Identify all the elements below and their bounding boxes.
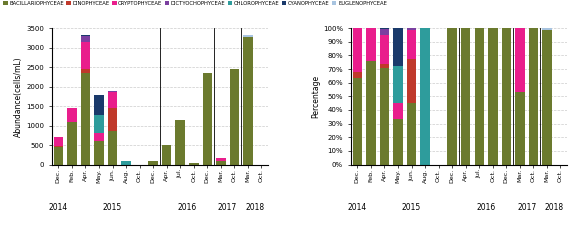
Bar <box>189 163 198 164</box>
Bar <box>393 118 403 164</box>
Bar <box>108 131 117 164</box>
Bar <box>175 120 185 164</box>
Bar <box>54 137 63 146</box>
Text: 2014: 2014 <box>348 203 367 212</box>
Bar <box>542 30 552 164</box>
Bar <box>162 145 171 164</box>
Bar <box>515 92 525 164</box>
Bar <box>121 161 131 164</box>
Bar <box>488 28 497 164</box>
Bar <box>243 37 253 164</box>
Bar <box>380 29 389 35</box>
Bar <box>94 95 104 115</box>
Bar <box>108 108 117 131</box>
Bar <box>94 115 104 133</box>
Bar <box>393 103 403 118</box>
Bar <box>81 73 90 164</box>
Bar <box>81 69 90 73</box>
Bar <box>352 28 362 72</box>
Bar <box>203 73 212 164</box>
Text: 2016: 2016 <box>476 203 496 212</box>
Bar <box>380 35 389 64</box>
Text: 2018: 2018 <box>544 203 563 212</box>
Bar <box>148 161 158 164</box>
Bar <box>352 72 362 78</box>
Bar <box>474 28 484 164</box>
Bar <box>542 28 552 30</box>
Bar <box>81 36 90 42</box>
Text: 2017: 2017 <box>218 203 237 212</box>
Bar <box>380 68 389 164</box>
Bar <box>108 92 117 108</box>
Y-axis label: Percentage: Percentage <box>311 75 320 118</box>
Bar <box>393 28 403 67</box>
Text: 2015: 2015 <box>402 203 421 212</box>
Bar <box>54 147 63 164</box>
Bar <box>67 108 77 122</box>
Bar <box>54 146 63 147</box>
Bar <box>230 69 239 164</box>
Bar <box>94 141 104 164</box>
Bar <box>407 103 416 164</box>
Bar <box>366 28 376 61</box>
Bar <box>81 35 90 36</box>
Bar <box>108 91 117 92</box>
Bar <box>216 161 226 164</box>
Y-axis label: Abundance(cells/mL): Abundance(cells/mL) <box>14 56 23 137</box>
Bar <box>380 28 389 29</box>
Bar <box>81 42 90 69</box>
Text: 2016: 2016 <box>178 203 197 212</box>
Bar <box>421 28 430 164</box>
Text: 2017: 2017 <box>517 203 536 212</box>
Text: 2018: 2018 <box>245 203 264 212</box>
Bar <box>393 67 403 103</box>
Bar <box>67 122 77 164</box>
Bar <box>380 64 389 68</box>
Bar <box>461 28 470 164</box>
Bar <box>366 61 376 164</box>
Bar <box>448 28 457 164</box>
Bar <box>501 28 511 164</box>
Bar <box>243 35 253 37</box>
Bar <box>407 30 416 59</box>
Text: 2014: 2014 <box>49 203 68 212</box>
Text: 2015: 2015 <box>103 203 122 212</box>
Bar <box>515 28 525 92</box>
Bar <box>94 133 104 141</box>
Bar <box>407 59 416 103</box>
Bar <box>407 28 416 30</box>
Bar <box>216 158 226 161</box>
Bar <box>529 28 538 164</box>
Legend: BACILLARIOPHYCEAE, DINOPHYCEAE, CRYPTOPHYCEAE, DICTYOCHOPHYCEAE, CHLOROPHYCEAE, : BACILLARIOPHYCEAE, DINOPHYCEAE, CRYPTOPH… <box>3 0 387 6</box>
Bar <box>352 78 362 164</box>
